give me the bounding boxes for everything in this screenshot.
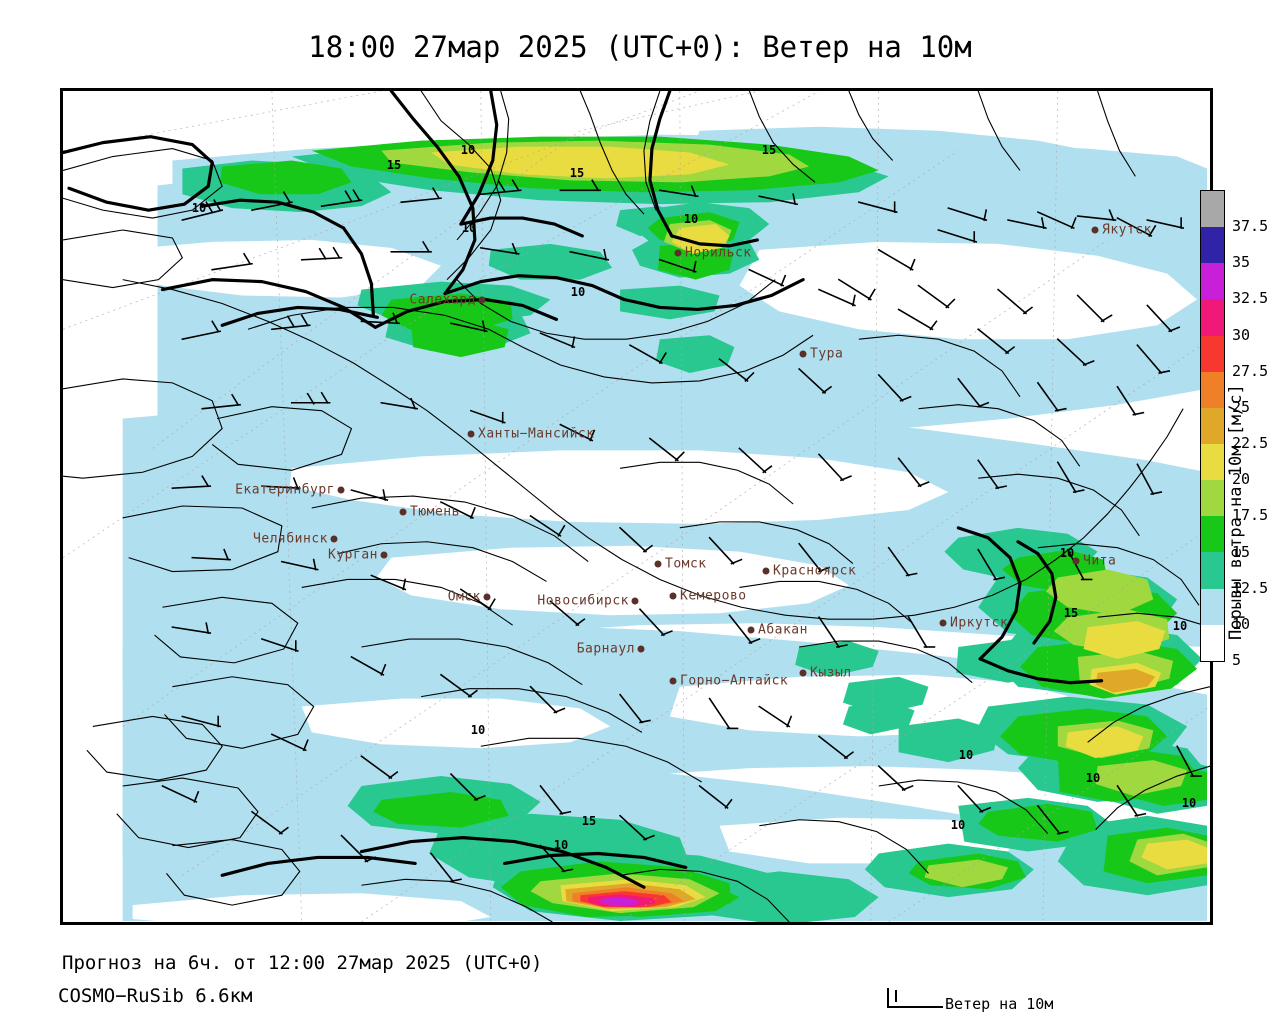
city-marker bbox=[762, 567, 770, 575]
city-label: Новосибирск bbox=[537, 593, 629, 609]
city-marker bbox=[1091, 226, 1099, 234]
city-marker bbox=[747, 626, 755, 634]
contour-label: 10 bbox=[470, 723, 486, 737]
colorbar-tick-5: 5 bbox=[1232, 651, 1242, 669]
contour-label: 10 bbox=[191, 201, 207, 215]
colorbar-tick-37.5: 37.5 bbox=[1232, 217, 1269, 236]
city-marker bbox=[337, 486, 345, 494]
contour-label: 10 bbox=[1085, 771, 1101, 785]
contour-label: 15 bbox=[569, 166, 585, 180]
colorbar-tick-32.5: 32.5 bbox=[1232, 289, 1269, 308]
city-marker bbox=[799, 350, 807, 358]
city-marker bbox=[380, 551, 388, 559]
city-label: Томск bbox=[665, 556, 707, 572]
contour-label: 10 bbox=[461, 221, 477, 235]
city-marker bbox=[669, 592, 677, 600]
city-label: Иркутск bbox=[950, 615, 1009, 631]
city-label: Якутск bbox=[1102, 222, 1152, 238]
colorbar-tick-15: 15 bbox=[1232, 542, 1251, 561]
city-label: Ханты−Мансийск bbox=[478, 426, 595, 442]
city-label: Тура bbox=[810, 346, 844, 362]
page-title: 18:00 27мар 2025 (UTC+0): Ветер на 10м bbox=[308, 30, 972, 64]
city-label: Чита bbox=[1083, 553, 1117, 569]
city-label: Барнаул bbox=[576, 641, 635, 657]
city-label: Тюмень bbox=[410, 504, 460, 520]
city-label: Кемерово bbox=[680, 588, 747, 604]
weather-map[interactable]: Якутск Норильск Салехард Тура Ханты−Мансийск… bbox=[60, 88, 1213, 925]
contour-label: 15 bbox=[581, 814, 597, 828]
colorbar-band-5 bbox=[1201, 624, 1224, 661]
colorbar-band-25 bbox=[1201, 371, 1224, 408]
city-marker bbox=[399, 508, 407, 516]
city-marker bbox=[674, 249, 682, 257]
contour-label: 10 bbox=[950, 818, 966, 832]
colorbar-tick-35: 35 bbox=[1232, 253, 1251, 272]
city-marker bbox=[330, 535, 338, 543]
colorbar-band-12.5 bbox=[1201, 552, 1224, 589]
colorbar-tick-30: 30 bbox=[1232, 325, 1251, 344]
colorbar-band-30 bbox=[1201, 299, 1224, 336]
colorbar-band-15 bbox=[1201, 516, 1224, 553]
contour-label: 10 bbox=[553, 838, 569, 852]
colorbar-band-20 bbox=[1201, 443, 1224, 481]
city-label: Салехард bbox=[409, 292, 476, 308]
city-marker bbox=[669, 677, 677, 685]
contour-label: 10 bbox=[460, 143, 476, 157]
city-label: Красноярск bbox=[773, 563, 857, 579]
colorbar-tick-20: 20 bbox=[1232, 470, 1251, 489]
contour-label: 10 bbox=[683, 212, 699, 226]
map-raster-layer bbox=[63, 91, 1210, 922]
colorbar-band-22.5 bbox=[1201, 407, 1224, 444]
contour-label: 15 bbox=[1063, 606, 1079, 620]
colorbar-band-10 bbox=[1201, 588, 1224, 625]
wind-barb-legend-icon bbox=[887, 988, 943, 1008]
contour-label: 10 bbox=[1172, 619, 1188, 633]
city-label: Екатеринбург bbox=[235, 482, 335, 498]
city-label: Челябинск bbox=[253, 531, 328, 547]
colorbar-band-32.5 bbox=[1201, 263, 1224, 300]
city-marker bbox=[939, 619, 947, 627]
colorbar-band-27.5 bbox=[1201, 335, 1224, 372]
contour-label: 10 bbox=[1059, 546, 1075, 560]
contour-label: 15 bbox=[386, 158, 402, 172]
colorbar-tick-22.5: 22.5 bbox=[1232, 434, 1269, 453]
wind-barb-legend-label: Ветер на 10м bbox=[945, 995, 1054, 1013]
city-label: Кызыл bbox=[810, 665, 852, 681]
contour-label: 15 bbox=[761, 143, 777, 157]
city-marker bbox=[637, 645, 645, 653]
colorbar-tick-27.5: 27.5 bbox=[1232, 361, 1269, 380]
colorbar-tick-25: 25 bbox=[1232, 397, 1251, 416]
colorbar-axis-label: Порывы ветра на 10м [м/с] bbox=[1226, 384, 1246, 640]
colorbar-band-35 bbox=[1201, 227, 1224, 264]
colorbar-tick-10: 10 bbox=[1232, 614, 1251, 633]
city-marker bbox=[1072, 557, 1080, 565]
city-label: Курган bbox=[328, 547, 378, 563]
city-label: Норильск bbox=[685, 245, 752, 261]
colorbar-band-17.5 bbox=[1201, 480, 1224, 517]
colorbar-tick-17.5: 17.5 bbox=[1232, 506, 1269, 525]
city-marker bbox=[654, 560, 662, 568]
city-label: Абакан bbox=[758, 622, 808, 638]
city-marker bbox=[799, 669, 807, 677]
city-marker bbox=[483, 593, 491, 601]
city-marker bbox=[467, 430, 475, 438]
contour-label: 10 bbox=[1181, 796, 1197, 810]
city-label: Горно−Алтайск bbox=[680, 673, 789, 689]
forecast-info: Прогноз на 6ч. от 12:00 27мар 2025 (UTC+… bbox=[62, 952, 543, 974]
model-info: COSMO−RuSib 6.6км bbox=[58, 985, 253, 1007]
city-marker bbox=[631, 597, 639, 605]
city-marker bbox=[478, 296, 486, 304]
contour-label: 10 bbox=[958, 748, 974, 762]
colorbar-band-37.5 bbox=[1201, 191, 1224, 228]
city-label: Омск bbox=[447, 589, 481, 605]
contour-label: 10 bbox=[570, 285, 586, 299]
colorbar-tick-12.5: 12.5 bbox=[1232, 578, 1269, 597]
colorbar bbox=[1200, 190, 1225, 662]
